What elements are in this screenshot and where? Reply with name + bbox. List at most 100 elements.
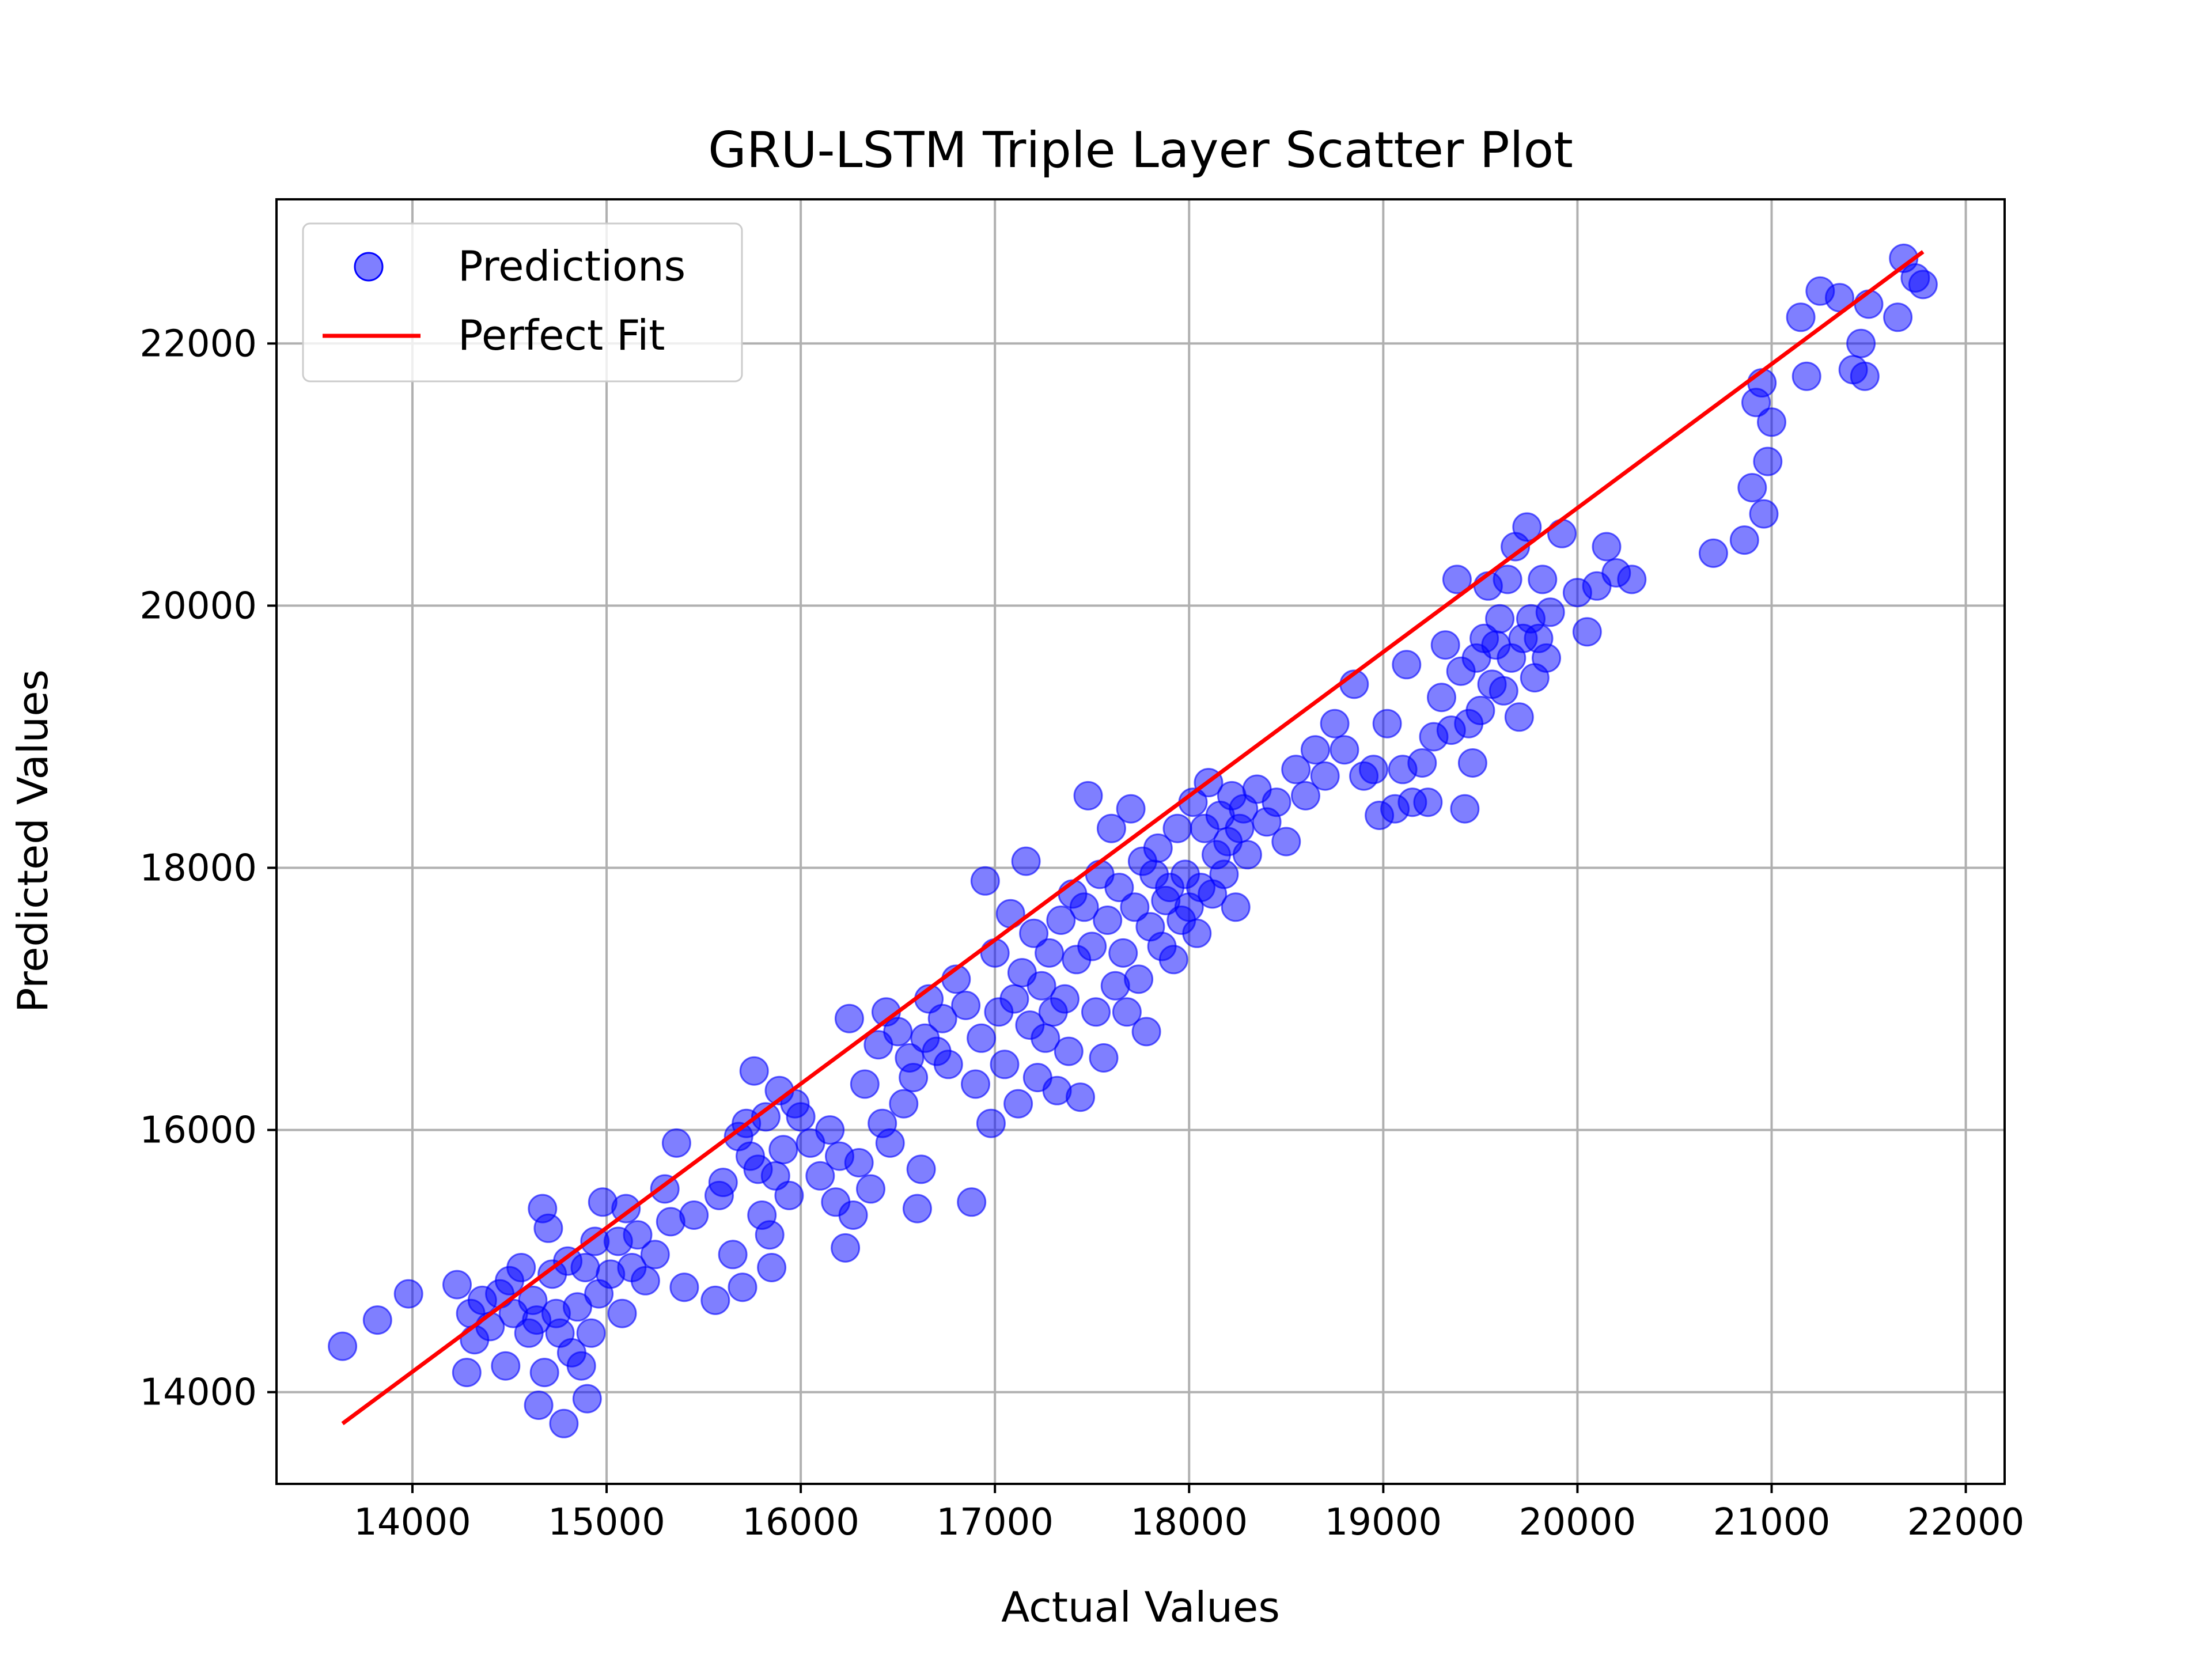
- prediction-point: [640, 1240, 670, 1270]
- prediction-point: [1528, 565, 1558, 594]
- prediction-point: [1262, 787, 1291, 817]
- prediction-point: [1073, 781, 1103, 810]
- prediction-point: [1850, 361, 1880, 391]
- prediction-point: [1054, 1036, 1084, 1066]
- prediction-point: [1372, 709, 1402, 738]
- plot-frame: [275, 198, 2006, 1485]
- legend: Predictions Perfect Fit: [302, 222, 743, 382]
- prediction-point: [889, 1089, 919, 1119]
- legend-predictions-marker: [354, 252, 384, 282]
- y-tick-label: 14000: [139, 1372, 257, 1414]
- prediction-point: [661, 1128, 691, 1158]
- prediction-point: [1535, 597, 1565, 627]
- prediction-point: [1089, 1043, 1119, 1073]
- prediction-point: [1572, 617, 1602, 647]
- prediction-point: [1359, 755, 1388, 785]
- prediction-point: [1617, 565, 1647, 594]
- prediction-point: [1908, 270, 1938, 300]
- prediction-point: [980, 938, 1010, 968]
- prediction-point: [1003, 1089, 1033, 1119]
- prediction-point: [875, 1128, 905, 1158]
- y-axis-label: Predicted Values: [9, 669, 57, 1013]
- prediction-point: [1209, 859, 1239, 889]
- prediction-point: [951, 990, 981, 1020]
- prediction-point: [1131, 1017, 1161, 1047]
- prediction-point: [774, 1180, 804, 1210]
- prediction-point: [1124, 964, 1154, 994]
- prediction-point: [844, 1148, 874, 1177]
- prediction-point: [572, 1384, 602, 1414]
- prediction-point: [1450, 794, 1480, 824]
- prediction-point: [1093, 906, 1123, 935]
- prediction-point: [967, 1023, 997, 1053]
- prediction-point: [1162, 813, 1192, 843]
- perfect-fit-layer: [341, 250, 1925, 1426]
- perfect-fit-line: [341, 250, 1925, 1426]
- prediction-point: [1027, 971, 1056, 1001]
- prediction-point: [1430, 630, 1460, 660]
- prediction-point: [533, 1213, 563, 1243]
- prediction-point: [1050, 984, 1080, 1014]
- prediction-point: [961, 1069, 990, 1099]
- prediction-point: [838, 1200, 868, 1230]
- chart-title: GRU-LSTM Triple Layer Scatter Plot: [708, 122, 1573, 179]
- y-axis-ticks: 14000 16000 18000 20000 22000: [139, 323, 276, 1414]
- prediction-point: [768, 1135, 798, 1165]
- prediction-point: [1271, 827, 1301, 857]
- prediction-point: [630, 1266, 660, 1296]
- prediction-point: [883, 1017, 913, 1047]
- prediction-point: [1749, 499, 1779, 529]
- prediction-point: [1081, 997, 1111, 1027]
- prediction-point: [1221, 892, 1251, 922]
- y-tick-label: 22000: [139, 323, 257, 365]
- prediction-point: [1407, 748, 1437, 778]
- prediction-point: [1493, 565, 1522, 594]
- prediction-point: [549, 1408, 579, 1438]
- prediction-point: [1729, 525, 1759, 555]
- prediction-point: [1442, 565, 1472, 594]
- prediction-point: [1883, 302, 1913, 332]
- prediction-point: [976, 1108, 1006, 1138]
- prediction-point: [1698, 538, 1728, 568]
- prediction-point: [1457, 748, 1487, 778]
- prediction-point: [1011, 846, 1041, 876]
- prediction-point: [831, 1233, 861, 1263]
- prediction-point: [899, 1063, 929, 1093]
- prediction-point: [751, 1102, 781, 1132]
- prediction-point: [957, 1187, 987, 1217]
- prediction-point: [1791, 361, 1821, 391]
- y-tick-label: 20000: [139, 585, 257, 627]
- prediction-point: [739, 1056, 769, 1086]
- prediction-point: [850, 1069, 880, 1099]
- prediction-point: [1143, 833, 1173, 863]
- prediction-point: [902, 1194, 932, 1224]
- prediction-point: [328, 1331, 358, 1361]
- prediction-point: [1310, 761, 1340, 791]
- prediction-point: [1104, 873, 1134, 903]
- x-tick-label: 15000: [548, 1501, 665, 1544]
- prediction-point: [1046, 906, 1076, 935]
- prediction-point: [1547, 518, 1577, 548]
- prediction-point: [491, 1351, 521, 1381]
- x-tick-label: 14000: [354, 1501, 471, 1544]
- prediction-point: [1757, 407, 1786, 437]
- prediction-point: [1019, 918, 1049, 948]
- prediction-point: [805, 1161, 835, 1191]
- prediction-point: [1592, 532, 1622, 562]
- prediction-point: [1737, 473, 1767, 503]
- x-axis-ticks: 14000 15000 16000 17000 18000 19000 20000 21000…: [354, 1484, 2024, 1544]
- y-tick-label: 16000: [139, 1109, 257, 1152]
- prediction-point: [1232, 840, 1262, 870]
- prediction-point: [1300, 735, 1330, 765]
- prediction-point: [1413, 787, 1443, 817]
- prediction-point: [1096, 813, 1126, 843]
- prediction-point: [1120, 892, 1150, 922]
- prediction-point: [529, 1358, 559, 1388]
- x-axis-label: Actual Values: [1001, 1583, 1280, 1631]
- prediction-point: [815, 1115, 845, 1145]
- prediction-point: [990, 1050, 1020, 1080]
- prediction-point: [1158, 945, 1188, 975]
- x-tick-label: 16000: [742, 1501, 859, 1544]
- x-tick-label: 20000: [1519, 1501, 1637, 1544]
